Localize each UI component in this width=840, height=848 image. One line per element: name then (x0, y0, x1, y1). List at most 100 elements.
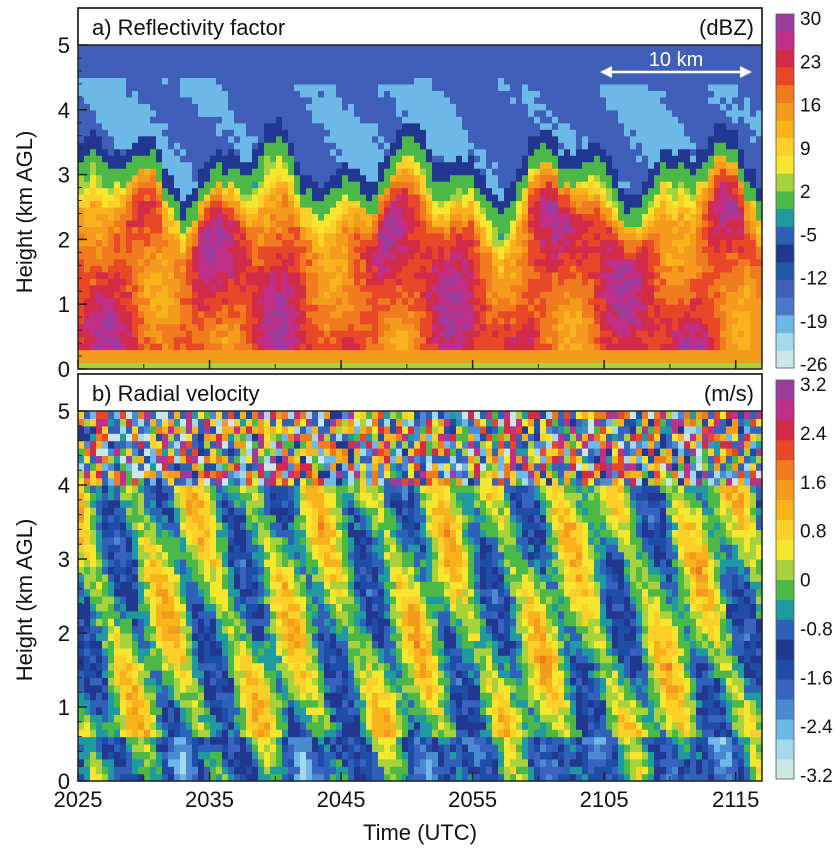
heatmap-cell (618, 109, 625, 117)
heatmap-cell (504, 96, 511, 104)
heatmap-cell (306, 252, 313, 260)
heatmap-cell (264, 362, 271, 370)
heatmap-cell (234, 161, 241, 169)
heatmap-cell (246, 362, 253, 370)
heatmap-cell (96, 245, 103, 253)
heatmap-cell (618, 57, 625, 66)
heatmap-cell (660, 317, 667, 325)
heatmap-cell (588, 45, 595, 53)
heatmap-cell (570, 64, 577, 72)
heatmap-cell (564, 213, 571, 221)
heatmap-cell (318, 129, 325, 137)
heatmap-cell (366, 70, 373, 78)
heatmap-cell (90, 284, 97, 292)
heatmap-cell (354, 226, 361, 234)
heatmap-cell (534, 96, 541, 104)
heatmap-cell (312, 181, 319, 189)
heatmap-cell (156, 122, 163, 130)
heatmap-cell (528, 96, 535, 104)
heatmap-cell (414, 258, 421, 266)
heatmap-cell (294, 343, 301, 351)
heatmap-cell (636, 200, 643, 208)
heatmap-cell (342, 70, 349, 78)
heatmap-cell (462, 200, 469, 208)
heatmap-cell (480, 135, 487, 143)
heatmap-cell (558, 323, 565, 331)
heatmap-cell (630, 226, 637, 234)
heatmap-cell (450, 103, 457, 111)
heatmap-cell (582, 310, 589, 318)
heatmap-cell (300, 142, 307, 150)
heatmap-cell (438, 122, 445, 130)
heatmap-cell (138, 64, 145, 72)
heatmap-cell (642, 161, 649, 169)
heatmap-cell (180, 129, 187, 137)
heatmap-cell (78, 135, 85, 143)
heatmap-cell (408, 258, 415, 266)
heatmap-cell (594, 77, 601, 85)
heatmap-cell (162, 129, 169, 137)
heatmap-cell (300, 103, 307, 111)
heatmap-cell (240, 181, 247, 189)
heatmap-cell (372, 213, 379, 221)
heatmap-cell (612, 181, 619, 189)
heatmap-cell (336, 194, 343, 202)
heatmap-cell (192, 304, 199, 312)
heatmap-cell (504, 135, 511, 143)
heatmap-cell (492, 297, 499, 305)
heatmap-cell (492, 194, 499, 202)
heatmap-cell (642, 343, 649, 351)
heatmap-cell (540, 317, 547, 325)
heatmap-cell (168, 304, 175, 312)
heatmap-cell (306, 265, 313, 273)
heatmap-cell (426, 323, 433, 331)
heatmap-cell (576, 181, 583, 189)
heatmap-cell (318, 122, 325, 130)
heatmap-cell (138, 317, 145, 325)
heatmap-cell (408, 45, 415, 53)
heatmap-cell (498, 284, 505, 292)
heatmap-cell (252, 90, 259, 98)
heatmap-cell (330, 96, 337, 104)
heatmap-cell (522, 213, 529, 221)
heatmap-cell (468, 181, 475, 189)
heatmap-cell (162, 297, 169, 305)
heatmap-cell (246, 194, 253, 202)
heatmap-cell (528, 265, 535, 273)
heatmap-cell (588, 103, 595, 111)
heatmap-cell (552, 356, 559, 364)
heatmap-cell (78, 168, 85, 176)
heatmap-cell (540, 57, 547, 66)
heatmap-cell (414, 64, 421, 72)
heatmap-cell (468, 161, 475, 169)
heatmap-cell (288, 194, 295, 202)
heatmap-cell (120, 284, 127, 292)
heatmap-cell (378, 252, 385, 260)
heatmap-cell (498, 135, 505, 143)
heatmap-cell (648, 245, 655, 253)
heatmap-cell (462, 278, 469, 286)
heatmap-cell (324, 271, 331, 279)
heatmap-cell (270, 278, 277, 286)
heatmap-cell (624, 122, 631, 130)
heatmap-cell (432, 135, 439, 143)
heatmap-cell (228, 323, 235, 331)
heatmap-cell (324, 109, 331, 117)
heatmap-cell (234, 122, 241, 130)
heatmap-cell (246, 103, 253, 111)
heatmap-cell (258, 161, 265, 169)
heatmap-cell (222, 291, 229, 299)
heatmap-cell (84, 207, 91, 215)
heatmap-cell (90, 77, 97, 85)
heatmap-cell (402, 304, 409, 312)
heatmap-cell (450, 226, 457, 234)
heatmap-cell (570, 356, 577, 364)
heatmap-cell (174, 284, 181, 292)
heatmap-cell (306, 239, 313, 247)
heatmap-cell (438, 96, 445, 104)
heatmap-cell (636, 142, 643, 150)
heatmap-cell (636, 70, 643, 78)
heatmap-cell (306, 349, 313, 357)
heatmap-cell (426, 142, 433, 150)
heatmap-cell (306, 70, 313, 78)
